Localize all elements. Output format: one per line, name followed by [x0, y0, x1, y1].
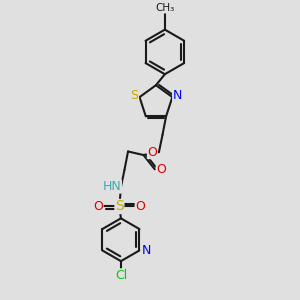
- Text: O: O: [93, 200, 103, 213]
- Text: S: S: [130, 89, 139, 102]
- Text: O: O: [135, 200, 145, 213]
- Text: CH₃: CH₃: [155, 3, 175, 13]
- Text: O: O: [148, 146, 157, 159]
- Text: N: N: [141, 244, 151, 257]
- Text: S: S: [115, 200, 124, 213]
- Text: N: N: [173, 89, 182, 102]
- Text: HN: HN: [103, 180, 122, 193]
- Text: Cl: Cl: [115, 269, 127, 282]
- Text: O: O: [156, 163, 166, 176]
